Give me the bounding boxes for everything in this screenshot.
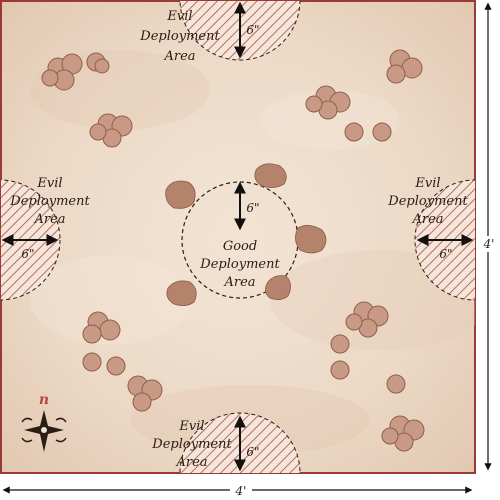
distance-label: 6" bbox=[439, 247, 452, 261]
evil-left-label-2: Deployment bbox=[9, 194, 90, 209]
height-label-bg bbox=[480, 236, 498, 252]
forest bbox=[86, 52, 110, 74]
forest bbox=[41, 53, 83, 91]
parchment-mottle bbox=[30, 50, 475, 455]
distance-label: 6" bbox=[21, 247, 34, 261]
evil-left-label-1: Evil bbox=[36, 176, 62, 191]
width-label-bg bbox=[230, 483, 252, 497]
rock bbox=[295, 225, 327, 254]
compass-north-letter: n bbox=[39, 392, 49, 408]
rock bbox=[265, 275, 291, 300]
forest bbox=[330, 360, 350, 380]
forest bbox=[372, 122, 392, 142]
evil-top-label-3: Area bbox=[163, 49, 195, 64]
distance-label: 6" bbox=[246, 23, 259, 37]
forest bbox=[89, 113, 133, 148]
width-label: 4' bbox=[235, 484, 247, 498]
evil-bottom-label-1: Evil bbox=[178, 419, 204, 434]
distance-label: 6" bbox=[246, 201, 259, 215]
forest bbox=[82, 311, 121, 344]
distance-label: 6" bbox=[246, 445, 259, 459]
forests bbox=[41, 49, 425, 452]
evil-right-label-2: Deployment bbox=[387, 194, 468, 209]
evil-right-label-1: Evil bbox=[414, 176, 440, 191]
evil-right-label-3: Area bbox=[411, 212, 443, 227]
forest bbox=[344, 122, 364, 142]
good-label-3: Area bbox=[223, 275, 255, 290]
forest bbox=[127, 375, 163, 412]
rock bbox=[166, 280, 197, 306]
good-label-2: Deployment bbox=[199, 257, 280, 272]
forest bbox=[386, 49, 423, 84]
height-label: 4' bbox=[483, 237, 495, 251]
rock-cluster bbox=[165, 163, 327, 306]
forest bbox=[330, 334, 350, 354]
forest bbox=[386, 374, 406, 394]
compass-rose-icon: n bbox=[21, 392, 67, 452]
evil-bottom-label-3: Area bbox=[175, 455, 207, 470]
good-label-1: Good bbox=[223, 239, 257, 254]
forest bbox=[305, 85, 351, 120]
measure-arrows bbox=[1, 1, 474, 472]
forest bbox=[106, 356, 126, 376]
rock bbox=[254, 163, 287, 188]
forest bbox=[381, 415, 425, 452]
evil-top-label-1: Evil bbox=[166, 9, 192, 24]
evil-left-label-3: Area bbox=[33, 212, 65, 227]
forest bbox=[82, 352, 102, 372]
evil-bottom-label-2: Deployment bbox=[151, 437, 232, 452]
forest bbox=[345, 301, 389, 338]
evil-top-label-2: Deployment bbox=[139, 29, 220, 44]
rock bbox=[165, 180, 196, 209]
